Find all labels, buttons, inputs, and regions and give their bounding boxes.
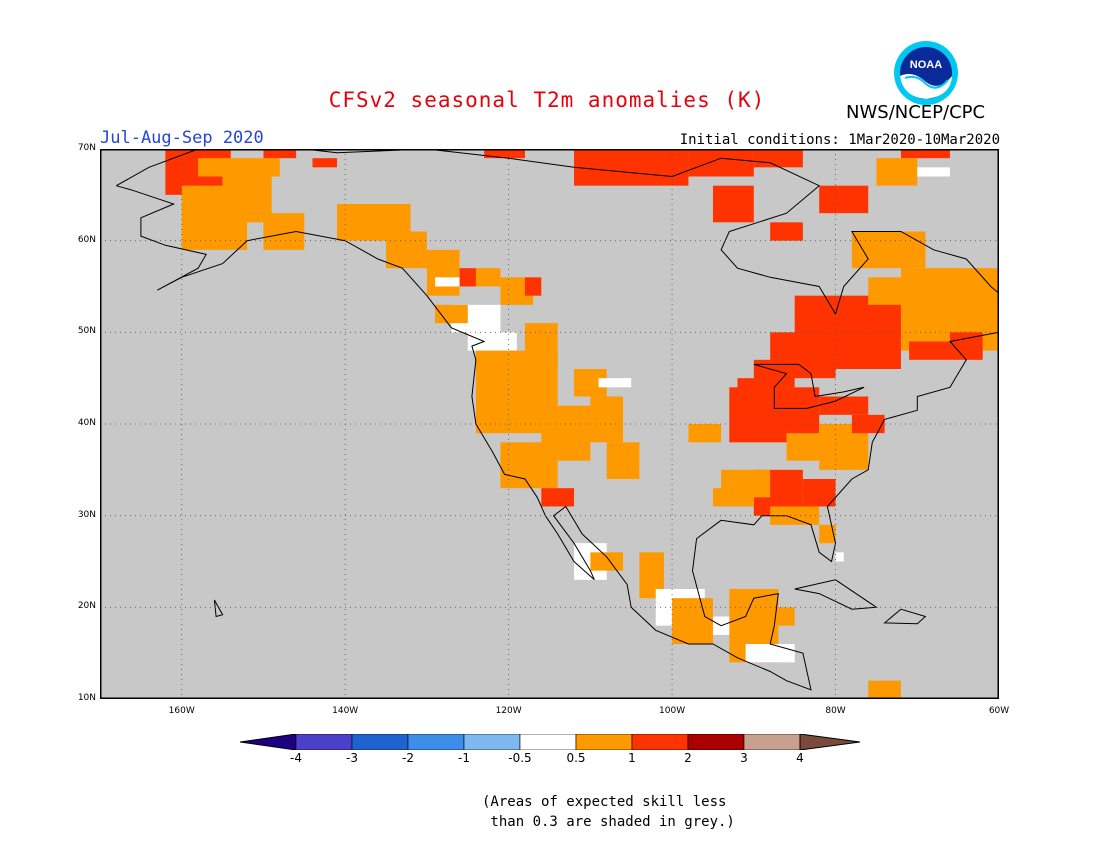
anomaly-cell — [900, 149, 950, 159]
lat-label: 70N — [77, 143, 96, 153]
forecast-period: Jul-Aug-Sep 2020 — [100, 128, 264, 148]
anomaly-map — [100, 149, 999, 699]
colorbar-segment — [575, 734, 633, 750]
initial-conditions: Initial conditions: 1Mar2020-10Mar2020 — [679, 132, 1000, 148]
colorbar-segment — [351, 734, 409, 750]
cuba-coastline — [794, 579, 878, 610]
anomaly-cell — [851, 414, 885, 434]
lat-label: 50N — [77, 326, 96, 337]
anomaly-cell — [876, 158, 918, 186]
colorbar-segment — [295, 734, 353, 750]
colorbar-segment — [519, 734, 577, 750]
lon-label: 100W — [659, 706, 686, 716]
noaa-logo: NOAA — [894, 41, 958, 105]
colorbar-label: 1 — [628, 751, 636, 765]
anomaly-cell — [541, 488, 575, 507]
lon-label: 160W — [168, 706, 195, 716]
colorbar-label: 4 — [796, 751, 804, 765]
anomaly-cell — [819, 396, 869, 415]
colorbar-label: -3 — [346, 751, 358, 765]
colorbar-segment — [463, 734, 521, 750]
anomaly-cell — [835, 552, 844, 562]
anomaly-cell — [606, 442, 640, 479]
colorbar-upper-arrow — [799, 734, 860, 750]
graticule — [100, 149, 999, 699]
anomaly-cell — [909, 341, 950, 360]
anomaly-cell — [475, 268, 501, 287]
anomaly-cell — [467, 332, 517, 351]
anomaly-cell — [688, 424, 722, 443]
hispaniola-coastline — [883, 608, 927, 625]
lon-label: 60W — [988, 706, 1010, 716]
anomaly-cell — [590, 552, 624, 571]
anomaly-cell — [312, 158, 338, 168]
lon-label: 120W — [495, 706, 522, 716]
anomaly-cell — [426, 249, 460, 296]
colorbar-label: 0.5 — [566, 751, 586, 765]
anomaly-cell — [770, 607, 795, 626]
anomaly-cell — [574, 149, 689, 186]
north-america-coastline — [116, 149, 999, 691]
anomaly-cell — [900, 268, 999, 305]
colorbar-label: -0.5 — [508, 751, 532, 765]
agency-label: NWS/NCEP/CPC — [846, 102, 986, 123]
anomaly-cell — [712, 488, 754, 507]
anomaly-cell — [386, 231, 427, 269]
anomaly-cell — [851, 231, 926, 269]
anomaly-cell — [819, 185, 869, 214]
anomaly-cell — [917, 167, 950, 177]
anomaly-cell — [181, 185, 248, 250]
colorbar — [240, 734, 860, 750]
lat-label: 20N — [77, 601, 96, 612]
colorbar-segment — [631, 734, 689, 750]
anomaly-cell — [688, 149, 754, 177]
hawaii-coastline — [213, 599, 224, 618]
lat-label: 10N — [77, 693, 96, 704]
colorbar-segment — [743, 734, 801, 750]
anomaly-cell — [435, 304, 468, 324]
map-title: CFSv2 seasonal T2m anomalies (K) — [328, 88, 766, 112]
lon-label: 80W — [825, 706, 846, 716]
anomaly-cell — [868, 680, 901, 699]
anomaly-cell — [712, 185, 754, 223]
colorbar-segment — [687, 734, 745, 750]
anomaly-cell — [819, 524, 836, 544]
lon-label: 140W — [332, 706, 359, 716]
anomaly-cell — [753, 149, 803, 168]
logo-text: NOAA — [910, 59, 942, 71]
colorbar-label: -1 — [458, 751, 470, 765]
anomaly-cell — [745, 644, 795, 663]
anomaly-cell — [524, 277, 542, 296]
great-lakes — [753, 363, 865, 409]
colorbar-label: -2 — [402, 751, 414, 765]
colorbar-segment — [407, 734, 465, 750]
colorbar-label: 2 — [684, 751, 692, 765]
anomaly-cell — [459, 268, 476, 287]
lat-label: 60N — [77, 234, 96, 245]
skill-note: (Areas of expected skill less than 0.3 a… — [482, 794, 735, 830]
anomaly-cells — [165, 149, 999, 699]
anomaly-cell — [541, 405, 591, 461]
anomaly-cell — [263, 149, 297, 159]
lat-label: 30N — [77, 509, 96, 520]
map-frame — [100, 149, 999, 699]
lat-label: 40N — [77, 418, 96, 428]
coastlines — [116, 149, 999, 691]
colorbar-label: 3 — [740, 751, 748, 765]
anomaly-cell — [198, 158, 280, 177]
anomaly-cell — [802, 479, 836, 507]
anomaly-cell — [770, 506, 820, 525]
colorbar-label: -4 — [290, 751, 302, 765]
anomaly-cell — [672, 598, 713, 644]
colorbar-lower-arrow — [240, 734, 297, 750]
anomaly-cell — [598, 378, 632, 388]
anomaly-cell — [435, 277, 460, 287]
anomaly-cell — [949, 304, 999, 333]
anomaly-cell — [484, 378, 509, 406]
anomaly-cell — [484, 149, 525, 159]
anomaly-cell — [590, 396, 624, 443]
anomaly-cell — [949, 332, 983, 360]
anomaly-cell — [770, 222, 803, 241]
